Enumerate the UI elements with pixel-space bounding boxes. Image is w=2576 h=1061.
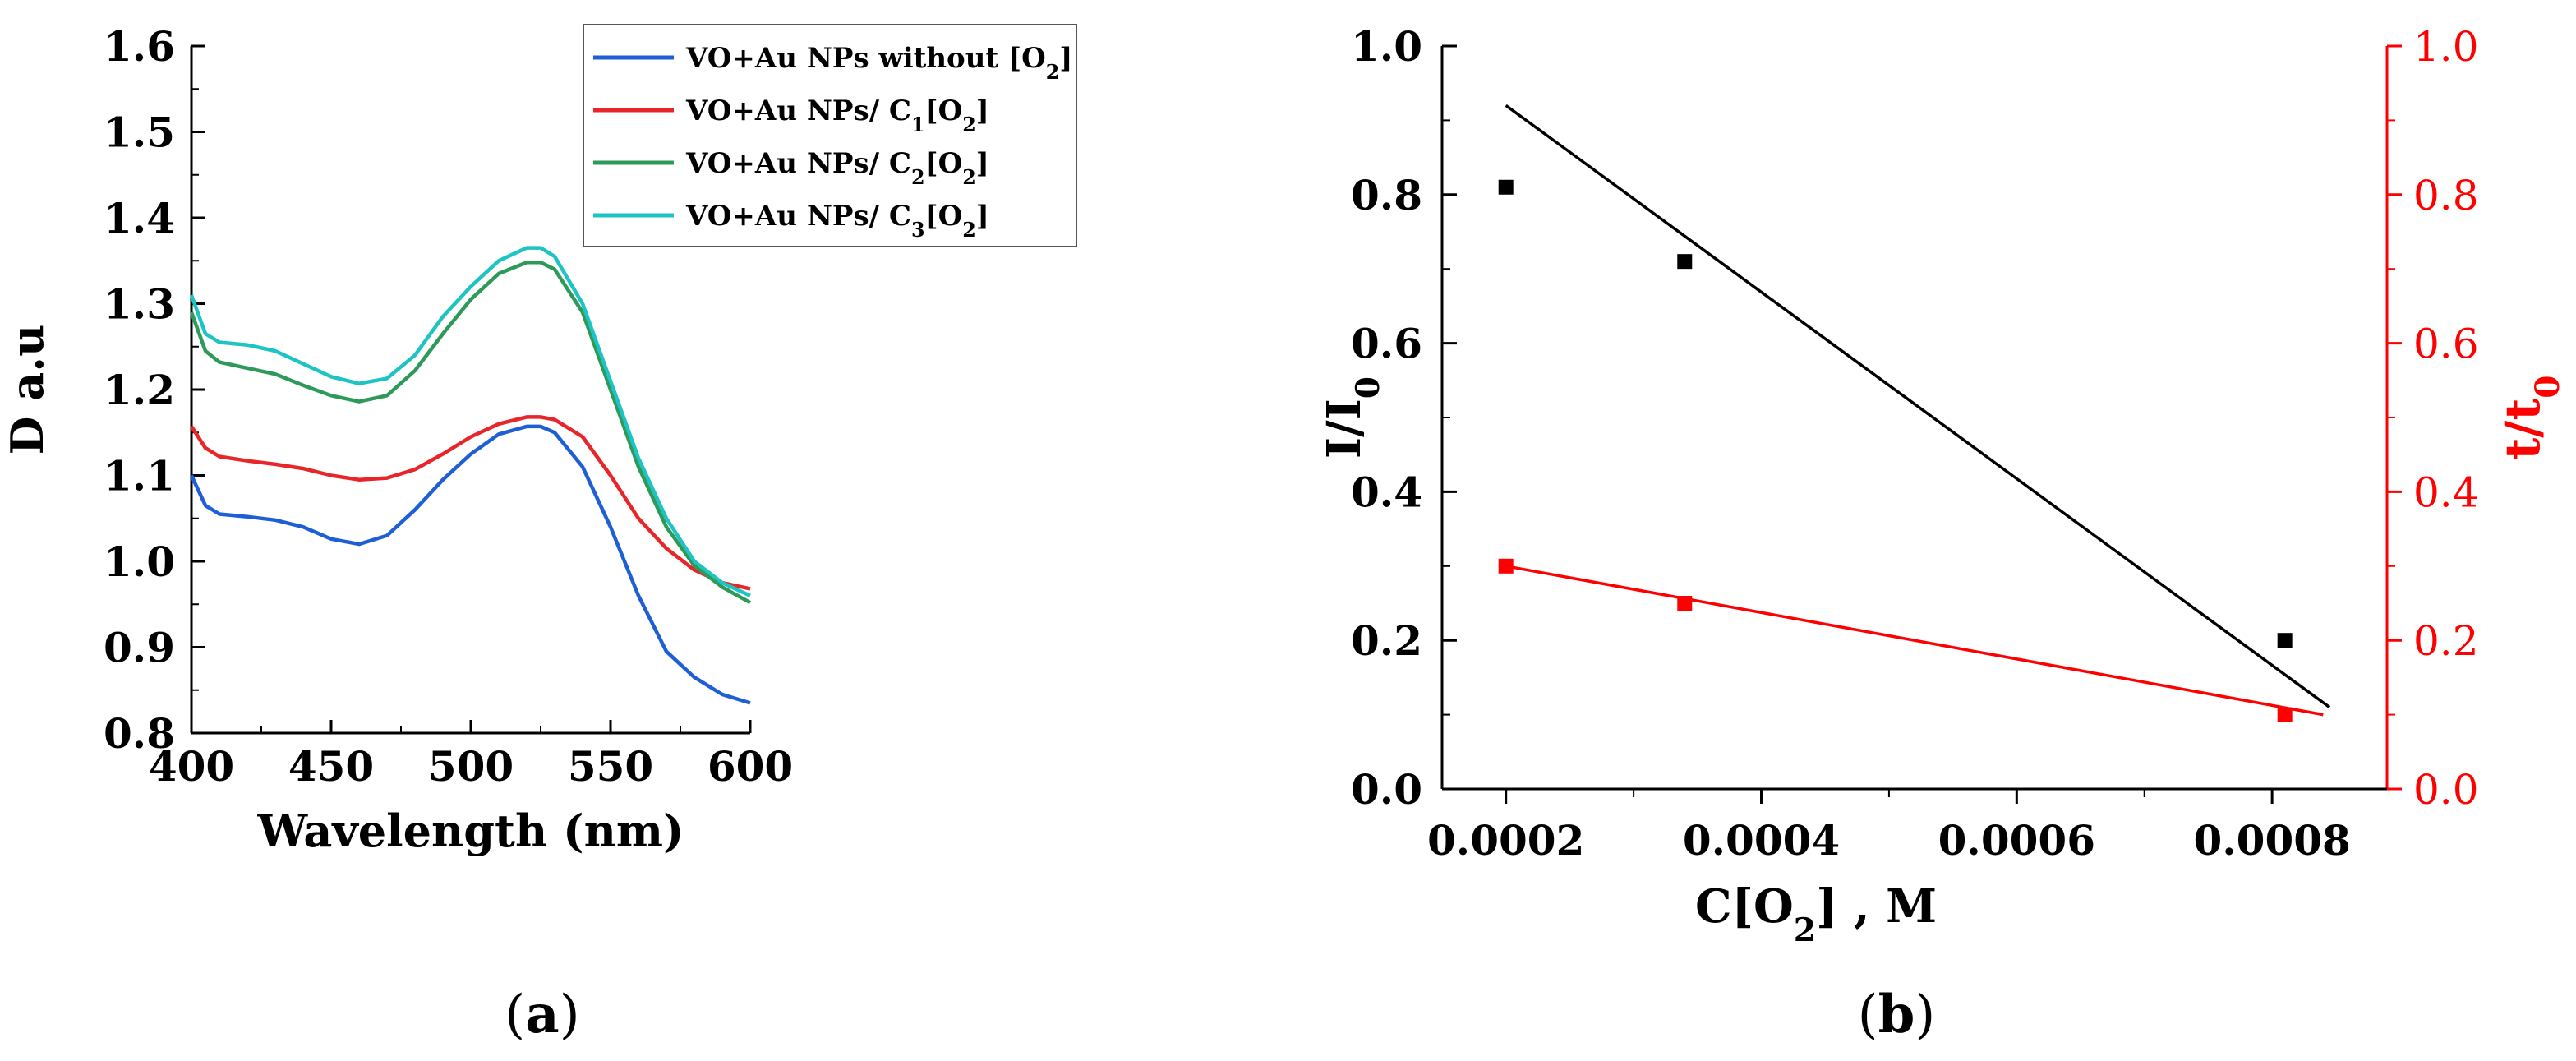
series-line-a-1 [189, 424, 751, 705]
y-tick-label-right-b: 0.2 [2413, 617, 2479, 665]
y-tick-label-a: 1.2 [104, 366, 175, 414]
y-tick-label-right-b: 0.4 [2413, 468, 2479, 516]
legend-entry-a-sub: 2 [962, 166, 976, 189]
legend-entry-a-part: VO+Au NPs/ C [685, 95, 911, 127]
y-tick-label-a: 0.9 [104, 624, 175, 672]
y-axis-label-right-b: t/t0 [2495, 376, 2567, 460]
x-axis-label-b-part: C[O [1695, 879, 1794, 934]
x-tick-label-a: 400 [149, 742, 234, 791]
legend-box-a [583, 24, 1077, 247]
data-point-b-2 [1498, 558, 1514, 574]
legend-entry-a-part: [O [925, 200, 963, 233]
legend-entry-a-sub: 2 [1046, 61, 1060, 84]
series-line-a-3 [189, 261, 752, 605]
y-tick-label-right-b: 0.6 [2413, 321, 2479, 368]
chart-b: 0.0 0.0 0.2 0.2 0.4 0.4 0.6 0.6 0.8 0.8 1.0 1.0 0.00… [1317, 22, 2567, 1045]
x-tick-label-a: 500 [428, 742, 514, 791]
legend-entry-a-sub: 2 [911, 166, 925, 189]
legend-entry-a-part: ] [1059, 42, 1072, 75]
data-point-b-2 [1677, 596, 1693, 611]
y-axis-label-left-b-sub: 0 [1349, 376, 1387, 399]
panel-label-a-open: ( [505, 985, 525, 1045]
legend-entry-a-sub: 2 [962, 219, 976, 242]
panel-label-b-close: ) [1915, 985, 1935, 1045]
panel-label-b-open: ( [1858, 985, 1878, 1045]
x-tick-label-a: 550 [568, 742, 653, 791]
data-point-b-1 [1677, 254, 1693, 270]
y-tick-label-a: 1.0 [104, 537, 175, 586]
panel-label-a-letter: a [525, 984, 559, 1045]
legend-entry-a-sub: 3 [911, 219, 925, 242]
series-line-a-2 [190, 415, 751, 591]
fit-line-b-2 [1505, 565, 2324, 717]
y-tick-label-a: 1.6 [104, 22, 175, 71]
legend-entry-a-sub: 1 [911, 113, 925, 136]
panel-label-b: (b) [1858, 984, 1936, 1045]
data-point-b-2 [2277, 707, 2293, 722]
legend-entry-a-part: [O [925, 95, 963, 127]
data-point-b-1 [1498, 179, 1514, 195]
y-axis-label-left-b: I/I0 [1317, 376, 1387, 459]
y-tick-label-left-b: 0.8 [1351, 171, 1422, 219]
y-tick-label-left-b: 0.4 [1351, 468, 1422, 516]
y-tick-label-right-b: 1.0 [2413, 23, 2479, 71]
x-axis-label-b: C[O2] , M [1695, 879, 1937, 949]
y-axis-label-left-b-part: I/I [1317, 399, 1371, 459]
legend-entry-a-part: ] [976, 95, 989, 127]
y-tick-label-a: 0.8 [104, 709, 175, 758]
legend-entry-a-part: [O [925, 147, 963, 180]
y-tick-label-right-b: 0.0 [2413, 766, 2479, 814]
y-axis-label-a: D a.u [1, 325, 53, 455]
x-axis-label-a: Wavelength (nm) [256, 805, 684, 857]
x-tick-label-b: 0.0002 [1427, 816, 1584, 865]
chart-a: 0.8 0.9 1.0 1.1 1.2 1.3 1.4 1.5 1.6 400 450 500 550 6… [1, 22, 1077, 1045]
legend-entry-a: VO+Au NPs/ C2[O2] [685, 147, 989, 189]
x-axis-label-b-sub: 2 [1794, 911, 1816, 949]
x-tick-label-b: 0.0008 [2193, 816, 2350, 865]
x-tick-label-b: 0.0004 [1683, 816, 1840, 865]
y-axis-label-right-b-sub: 0 [2528, 376, 2567, 399]
y-tick-label-a: 1.3 [104, 280, 175, 329]
x-tick-label-a: 450 [288, 742, 374, 791]
x-tick-label-a: 600 [707, 742, 793, 791]
legend-entry-a-sub: 2 [962, 113, 976, 136]
legend-entry-a-part: VO+Au NPs without [O [685, 42, 1046, 75]
legend-entry-a: VO+Au NPs without [O2] [685, 42, 1072, 84]
legend-entry-a-part: ] [976, 200, 989, 233]
y-tick-label-right-b: 0.8 [2413, 172, 2479, 219]
legend-entry-a-part: ] [976, 147, 989, 180]
y-tick-label-left-b: 0.0 [1351, 765, 1422, 814]
panel-label-a: (a) [505, 984, 579, 1045]
y-tick-label-left-b: 0.2 [1351, 616, 1422, 665]
y-tick-label-a: 1.5 [104, 108, 175, 157]
y-tick-label-left-b: 1.0 [1351, 22, 1422, 71]
legend-entry-a-part: VO+Au NPs/ C [685, 147, 911, 180]
legend-entry-a-part: VO+Au NPs/ C [685, 200, 911, 233]
y-tick-label-a: 1.1 [104, 452, 175, 501]
legend-entry-a: VO+Au NPs/ C1[O2] [685, 95, 989, 136]
y-tick-label-left-b: 0.6 [1351, 320, 1422, 368]
panel-label-b-letter: b [1878, 984, 1915, 1045]
legend-entry-a: VO+Au NPs/ C3[O2] [685, 200, 989, 242]
x-axis-label-b-part: ] , M [1816, 879, 1937, 934]
y-tick-label-a: 1.4 [104, 194, 175, 242]
data-point-b-1 [2277, 633, 2293, 648]
series-line-a-4 [189, 246, 751, 597]
panel-label-a-close: ) [560, 985, 580, 1045]
y-axis-label-right-b-part: t/t [2495, 399, 2551, 460]
x-tick-label-b: 0.0006 [1938, 816, 2095, 865]
fit-line-b-1 [1505, 104, 2331, 708]
